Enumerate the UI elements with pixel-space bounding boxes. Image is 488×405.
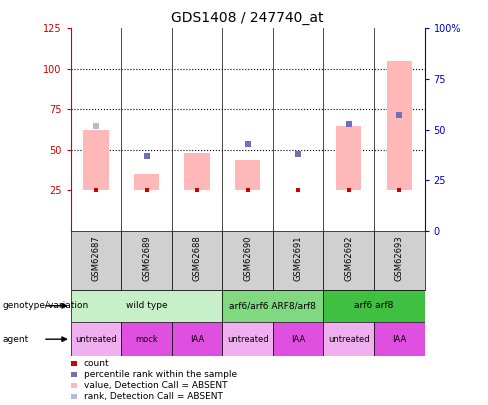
Text: GSM62687: GSM62687 bbox=[92, 236, 101, 281]
Title: GDS1408 / 247740_at: GDS1408 / 247740_at bbox=[171, 11, 324, 25]
Text: value, Detection Call = ABSENT: value, Detection Call = ABSENT bbox=[84, 381, 227, 390]
Bar bbox=[122, 231, 172, 290]
Bar bbox=[336, 126, 362, 190]
Bar bbox=[235, 160, 260, 190]
Text: rank, Detection Call = ABSENT: rank, Detection Call = ABSENT bbox=[84, 392, 223, 401]
Bar bbox=[172, 231, 223, 290]
Bar bbox=[83, 130, 109, 190]
Text: GSM62691: GSM62691 bbox=[294, 236, 303, 281]
Bar bbox=[374, 231, 425, 290]
Bar bbox=[324, 290, 425, 322]
Bar bbox=[324, 231, 374, 290]
Bar bbox=[386, 61, 412, 190]
Text: mock: mock bbox=[135, 335, 158, 344]
Text: untreated: untreated bbox=[75, 335, 117, 344]
Bar bbox=[223, 322, 273, 356]
Text: IAA: IAA bbox=[392, 335, 407, 344]
Bar bbox=[223, 290, 324, 322]
Text: agent: agent bbox=[2, 335, 29, 344]
Text: GSM62693: GSM62693 bbox=[395, 236, 404, 281]
Text: genotype/variation: genotype/variation bbox=[2, 301, 89, 310]
Text: GSM62688: GSM62688 bbox=[193, 236, 202, 281]
Text: percentile rank within the sample: percentile rank within the sample bbox=[84, 370, 237, 379]
Text: IAA: IAA bbox=[190, 335, 204, 344]
Bar bbox=[71, 290, 223, 322]
Bar bbox=[71, 231, 122, 290]
Bar bbox=[172, 322, 223, 356]
Bar bbox=[223, 231, 273, 290]
Text: GSM62692: GSM62692 bbox=[344, 236, 353, 281]
Bar bbox=[273, 231, 324, 290]
Text: arf6 arf8: arf6 arf8 bbox=[354, 301, 394, 310]
Bar bbox=[184, 153, 210, 190]
Text: IAA: IAA bbox=[291, 335, 305, 344]
Text: untreated: untreated bbox=[328, 335, 369, 344]
Text: untreated: untreated bbox=[227, 335, 268, 344]
Bar bbox=[374, 322, 425, 356]
Text: GSM62689: GSM62689 bbox=[142, 236, 151, 281]
Text: wild type: wild type bbox=[126, 301, 167, 310]
Bar bbox=[134, 174, 159, 190]
Bar bbox=[324, 322, 374, 356]
Text: GSM62690: GSM62690 bbox=[243, 236, 252, 281]
Bar bbox=[273, 322, 324, 356]
Text: arf6/arf6 ARF8/arf8: arf6/arf6 ARF8/arf8 bbox=[229, 301, 316, 310]
Text: count: count bbox=[84, 359, 110, 368]
Bar bbox=[71, 322, 122, 356]
Bar bbox=[122, 322, 172, 356]
